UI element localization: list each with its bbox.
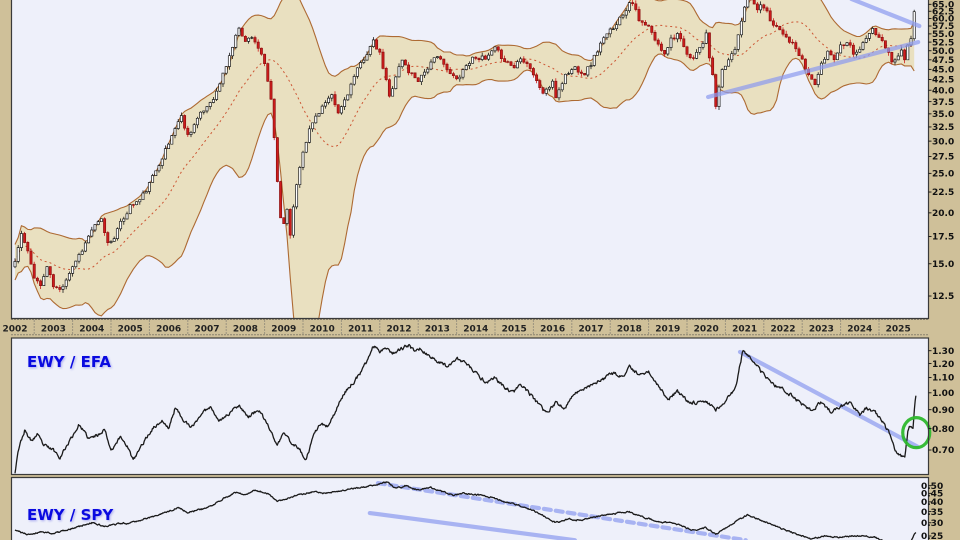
price-axis-label: 55.0 [932, 30, 954, 40]
trendline-falling-resistance [737, 349, 920, 449]
price-axis-label: 30.0 [932, 137, 954, 147]
price-axis-label: 22.5 [932, 188, 954, 198]
price-axis-label: 60.0 [932, 15, 954, 25]
year-label: 2022 [770, 325, 795, 335]
price-axis-label: 57.5 [932, 22, 954, 32]
trendline-falling-channel-top [375, 481, 748, 540]
year-label: 2017 [578, 325, 603, 335]
ratio-line [14, 481, 917, 540]
year-label: 2006 [156, 325, 181, 335]
year-label: 2009 [271, 325, 296, 335]
candle-bodies-down [23, 0, 907, 290]
ratio-line [14, 343, 917, 474]
efa-panel-title: EWY / EFA [27, 353, 111, 371]
price-axis-label: 32.5 [932, 123, 954, 133]
year-label: 2010 [310, 325, 335, 335]
ratio-axis-label: 1.10 [932, 374, 954, 384]
price-axis-label: 65.0 [932, 1, 954, 11]
bollinger-band [15, 0, 915, 319]
year-label: 2025 [886, 325, 911, 335]
spy-plot-background [11, 477, 929, 540]
year-label: 2020 [694, 325, 719, 335]
year-label: 2015 [502, 325, 527, 335]
price-axis-label: 15.0 [932, 260, 954, 270]
trendline-falling-resistance [849, 0, 922, 29]
price-axis-label: 35.0 [932, 110, 954, 120]
ratio-axis-label: 1.30 [932, 347, 954, 357]
price-axis-label: 40.0 [932, 86, 954, 96]
year-label: 2012 [386, 325, 411, 335]
price-axis-label: 27.5 [932, 153, 954, 163]
main-panel-border [10, 0, 930, 320]
year-label: 2021 [732, 325, 757, 335]
year-label: 2003 [41, 325, 66, 335]
price-axis-label: 37.5 [932, 98, 954, 108]
ewy-efa-panel: EWY / EFA 1.30 1.20 1.10 1.00 0.90 0.80 0.70 [10, 337, 954, 476]
year-label: 2018 [617, 325, 642, 335]
year-label: 2004 [79, 325, 104, 335]
main-price-panel: 65.062.560.057.555.052.550.047.545.042.5… [10, 0, 954, 320]
ratio-axis-label: 0.80 [932, 425, 954, 435]
ratio-axis-label: 0.30 [921, 519, 943, 529]
price-axis-label: 45.0 [932, 66, 954, 76]
ratio-axis-label: 0.40 [921, 498, 943, 508]
year-label: 2014 [463, 325, 488, 335]
ratio-axis-label: 0.25 [921, 532, 943, 540]
main-plot-area [13, 0, 922, 319]
ewy-spy-panel: EWY / SPY 0.500.450.400.350.30 0.25 [10, 476, 943, 540]
ratio-axis-label: 1.20 [932, 360, 954, 370]
trendline-falling-channel-bottom [367, 510, 577, 540]
price-axis-label: 25.0 [932, 170, 954, 180]
price-axis-label: 52.5 [932, 38, 954, 48]
ratio-axis-label: 1.00 [932, 389, 954, 399]
year-label: 2011 [348, 325, 373, 335]
date-axis: 2002 2003 2004 2005 2006 2007 2008 2009 2010 2011… [2, 319, 929, 336]
price-axis-label: 20.0 [932, 209, 954, 219]
ratio-axis-label: 0.90 [932, 406, 954, 416]
efa-plot-background [11, 338, 929, 475]
year-label: 2016 [540, 325, 565, 335]
year-label: 2002 [2, 325, 27, 335]
year-label: 2023 [809, 325, 834, 335]
price-axis-label: 47.5 [932, 56, 954, 66]
price-axis-label: 62.5 [932, 7, 954, 17]
price-axis-label: 42.5 [932, 76, 954, 86]
efa-panel-border [10, 337, 930, 476]
breakout-circle-annotation [901, 416, 932, 450]
ratio-axis-label: 0.70 [932, 446, 954, 456]
year-label: 2007 [194, 325, 219, 335]
ratio-axis-label: 0.50 [921, 482, 943, 492]
ratio-axis-label: 0.35 [921, 508, 943, 518]
price-axis-label: 17.5 [932, 233, 954, 243]
trendline-rising-support [706, 40, 921, 100]
spy-plot-area [14, 481, 917, 540]
ratio-axis-label: 0.45 [921, 490, 943, 500]
price-axis-label: 50.0 [932, 47, 954, 57]
year-label: 2024 [847, 325, 872, 335]
spy-panel-border [10, 476, 930, 540]
spy-panel-title: EWY / SPY [27, 506, 114, 524]
year-label: 2005 [118, 325, 143, 335]
year-label: 2013 [425, 325, 450, 335]
year-label: 2019 [655, 325, 680, 335]
year-label: 2008 [233, 325, 258, 335]
bollinger-lower-band [14, 53, 915, 319]
efa-plot-area [14, 343, 920, 474]
candle-bodies-up [13, 0, 916, 290]
price-axis-label: 12.5 [932, 292, 954, 302]
